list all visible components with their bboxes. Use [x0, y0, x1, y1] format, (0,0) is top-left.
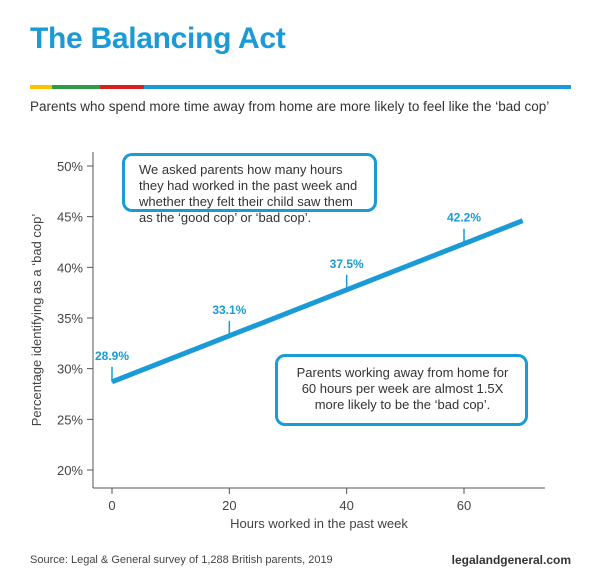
color-bar-yellow-segment [30, 85, 52, 89]
x-tick-label: 0 [108, 498, 115, 513]
data-label: 37.5% [330, 257, 364, 271]
y-axis-title: Percentage identifying as a ‘bad cop’ [29, 214, 44, 427]
color-bar-green-segment [52, 85, 100, 89]
x-axis-title: Hours worked in the past week [230, 516, 408, 531]
x-tick-label: 40 [339, 498, 353, 513]
chart-subtitle: Parents who spend more time away from ho… [30, 99, 550, 114]
y-tick-label: 50% [57, 159, 83, 174]
y-tick-label: 45% [57, 210, 83, 225]
y-tick-label: 30% [57, 362, 83, 377]
color-bar [30, 85, 571, 89]
data-label: 33.1% [212, 303, 246, 317]
source-note: Source: Legal & General survey of 1,288 … [30, 554, 333, 566]
y-tick-label: 40% [57, 260, 83, 275]
method-callout: We asked parents how many hours they had… [122, 153, 377, 225]
y-tick-label: 25% [57, 412, 83, 427]
data-label: 42.2% [447, 211, 481, 225]
chart-title: The Balancing Act [30, 22, 286, 55]
finding-callout: Parents working away from home for 60 ho… [275, 354, 528, 426]
x-tick-label: 60 [457, 498, 471, 513]
y-tick-label: 20% [57, 463, 83, 478]
color-bar-blue-segment [144, 85, 571, 89]
x-tick-label: 20 [222, 498, 236, 513]
color-bar-red-segment [100, 85, 144, 89]
y-tick-label: 35% [57, 311, 83, 326]
website-label: legalandgeneral.com [451, 553, 571, 567]
trend-line [111, 218, 524, 385]
data-label: 28.9% [95, 349, 129, 363]
